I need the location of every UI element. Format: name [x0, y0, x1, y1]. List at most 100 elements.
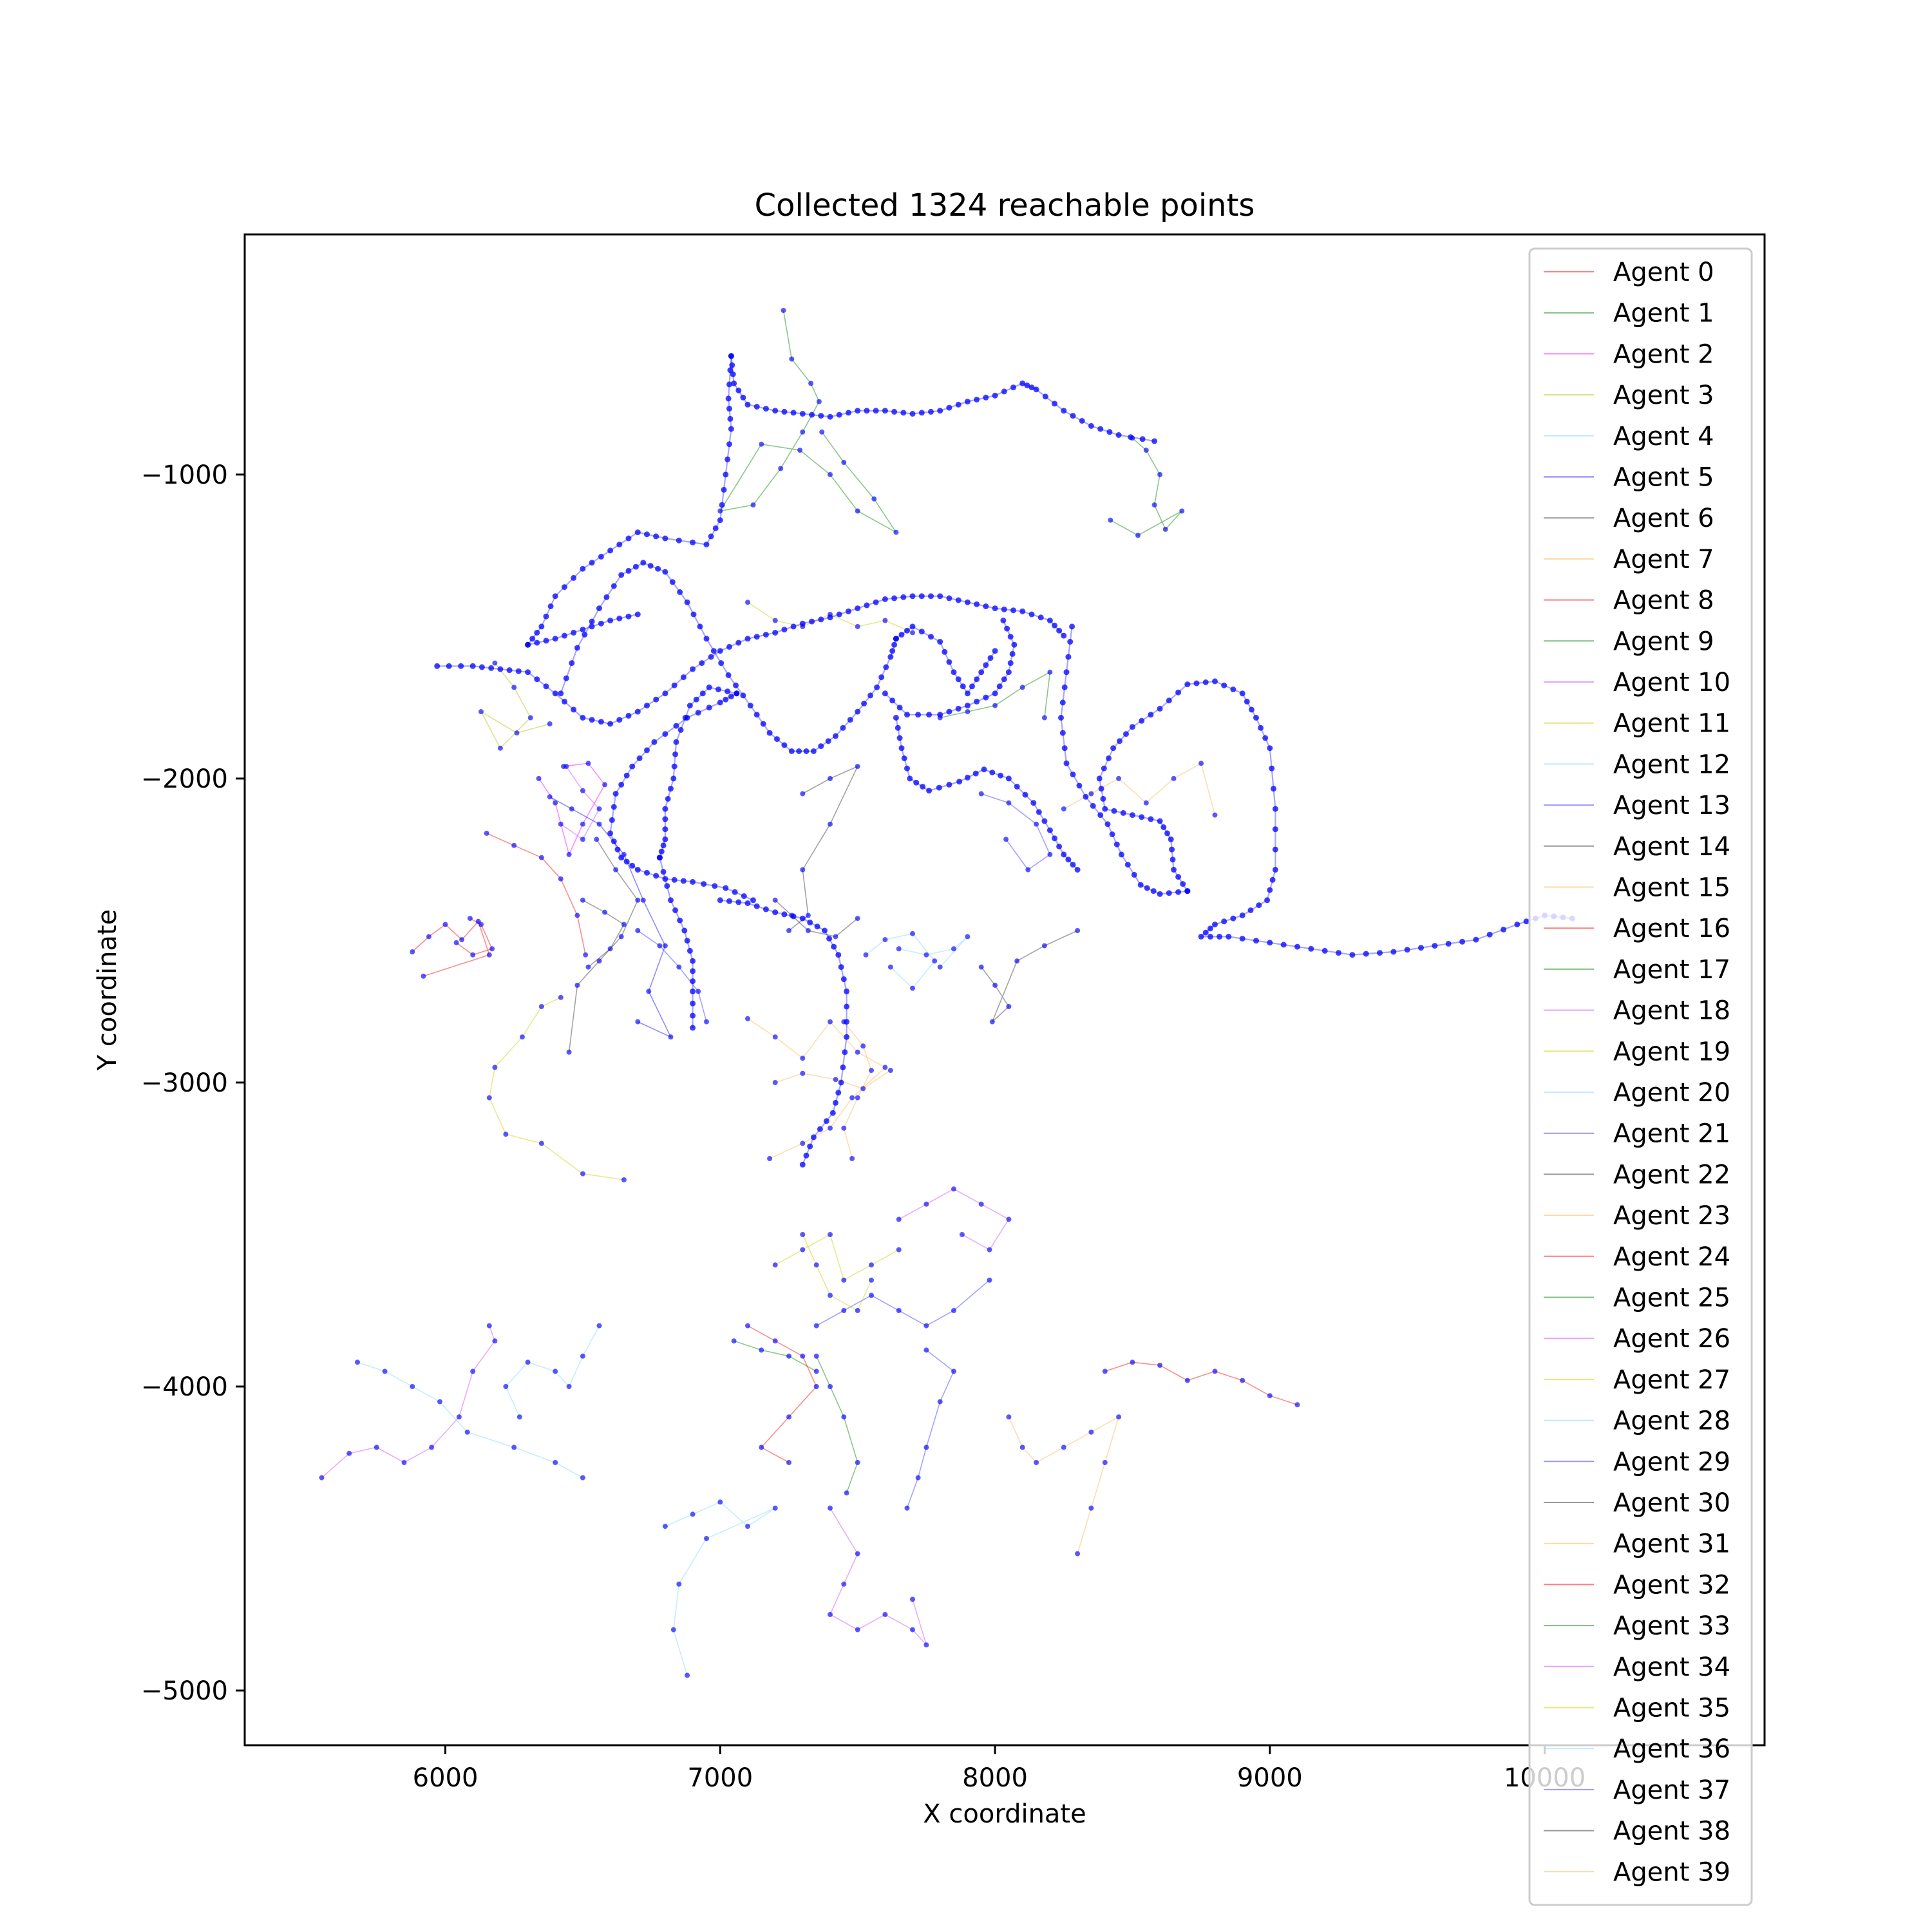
data-point-agent-31: [833, 1077, 838, 1083]
main-path-point: [562, 698, 567, 705]
main-path-point: [562, 584, 567, 591]
data-point-agent-34: [841, 1581, 847, 1587]
main-path-point: [669, 579, 676, 585]
main-path-point: [728, 694, 734, 699]
data-point-agent-9: [1179, 508, 1185, 514]
main-path-point: [699, 660, 705, 667]
data-point-agent-1: [717, 508, 723, 514]
data-point-agent-34: [882, 1612, 888, 1617]
data-point-agent-6: [596, 958, 602, 964]
main-path-point: [603, 594, 610, 600]
series-line-agent-29: [906, 1349, 954, 1509]
main-path-point: [956, 779, 963, 785]
main-path-line: [659, 687, 737, 858]
main-path-point: [1009, 650, 1016, 657]
data-point-agent-33: [731, 1338, 737, 1344]
main-path-point: [1007, 634, 1014, 640]
data-point-agent-9: [1143, 448, 1149, 453]
main-path-point: [660, 842, 667, 849]
main-path-point: [955, 597, 961, 603]
main-path-point: [1157, 891, 1163, 897]
main-path-point: [607, 721, 614, 727]
main-path-point: [680, 674, 687, 681]
main-path-point: [1175, 874, 1182, 880]
main-path-point: [668, 786, 674, 792]
data-point-agent-34: [828, 1612, 833, 1617]
main-path-point: [446, 663, 452, 669]
data-point-agent-32: [1130, 1359, 1135, 1365]
main-path-point: [1042, 393, 1048, 400]
main-path-point: [673, 739, 679, 745]
data-point-agent-22: [1006, 1004, 1012, 1009]
main-path-point: [563, 675, 569, 681]
data-point-agent-15: [1171, 775, 1177, 781]
data-point-agent-26: [346, 1450, 352, 1456]
legend-label: Agent 8: [1613, 586, 1714, 616]
data-point-agent-0: [421, 973, 426, 979]
main-path-point: [618, 572, 625, 578]
legend-label: Agent 37: [1613, 1776, 1730, 1805]
main-path-point: [1113, 841, 1120, 848]
main-path-point: [712, 525, 719, 531]
main-path-point: [826, 936, 833, 942]
legend-label: Agent 20: [1613, 1078, 1730, 1108]
main-path-point: [964, 774, 971, 781]
data-point-agent-26: [492, 1338, 498, 1344]
main-path-point: [543, 638, 549, 644]
data-point-agent-2: [566, 851, 572, 857]
x-tick-label: 9000: [1237, 1763, 1303, 1793]
legend-label: Agent 0: [1613, 258, 1714, 287]
series-line-agent-9: [1110, 437, 1182, 536]
data-point-agent-2: [585, 761, 591, 766]
data-point-agent-6: [635, 897, 641, 903]
main-path-point: [844, 1003, 850, 1010]
data-point-agent-37: [704, 1019, 709, 1025]
data-point-agent-14: [828, 821, 833, 827]
data-point-agent-17: [965, 709, 971, 715]
data-point-agent-16: [470, 952, 476, 958]
legend-label: Agent 26: [1613, 1324, 1730, 1354]
main-path-point: [818, 616, 824, 623]
main-path-point: [732, 889, 738, 895]
data-point-agent-17: [992, 703, 998, 708]
legend-label: Agent 30: [1613, 1488, 1730, 1518]
main-path-point: [1097, 426, 1104, 432]
chart-title: Collected 1324 reachable points: [755, 187, 1255, 223]
main-path-point: [671, 682, 677, 688]
main-path-point: [706, 705, 712, 711]
main-path-point: [598, 553, 604, 560]
main-path-point: [1230, 915, 1236, 922]
main-path-point: [1166, 890, 1172, 896]
data-point-agent-35: [800, 1232, 806, 1237]
main-path-point: [538, 623, 545, 630]
main-path-point: [1030, 800, 1037, 806]
main-path-point: [1207, 933, 1213, 940]
main-path-point: [634, 611, 641, 618]
main-path-point: [1139, 814, 1145, 820]
legend-label: Agent 6: [1613, 504, 1714, 533]
main-path-point: [904, 712, 910, 718]
data-point-agent-18: [896, 1217, 902, 1222]
main-path-point: [1175, 889, 1182, 895]
main-path-point: [589, 623, 595, 630]
main-path-point: [552, 690, 558, 697]
data-point-agent-34: [855, 1551, 860, 1557]
data-point-agent-22: [1075, 928, 1081, 933]
data-point-agent-21: [951, 1308, 956, 1313]
main-path-point: [936, 784, 942, 791]
data-point-agent-29: [915, 1475, 921, 1481]
main-path-point: [662, 690, 668, 697]
data-point-agent-32: [1157, 1363, 1163, 1368]
main-path-point: [1248, 706, 1255, 713]
main-path-point: [623, 772, 630, 779]
data-point-agent-37: [696, 989, 701, 994]
data-point-agent-38: [855, 916, 860, 922]
x-axis-label: X coordinate: [923, 1799, 1086, 1829]
data-point-agent-29: [923, 1347, 929, 1353]
data-point-agent-5: [646, 989, 652, 994]
main-path-point: [653, 696, 659, 703]
main-path-point: [1253, 938, 1259, 944]
main-path-point: [656, 855, 663, 861]
data-point-agent-24: [759, 1444, 764, 1450]
main-path-point: [515, 668, 522, 674]
